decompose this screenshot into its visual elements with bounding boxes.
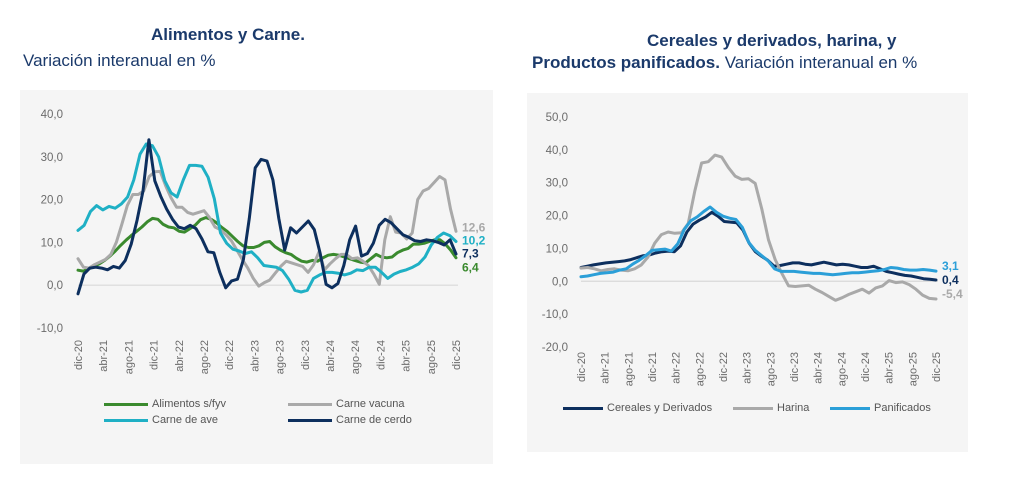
- left-chart-subtitle: Variación interanual en %: [23, 51, 216, 70]
- left-chart-title: Alimentos y Carne.: [151, 25, 305, 44]
- legend-swatch: [104, 402, 148, 406]
- x-tick-label: ago-24: [350, 340, 362, 374]
- x-tick-label: dic-25: [451, 340, 463, 370]
- x-tick-label: dic-23: [300, 340, 312, 370]
- y-tick-label: -10,0: [542, 309, 568, 321]
- series-line-panificados: [579, 205, 938, 279]
- end-value-label: 7,3: [462, 247, 479, 261]
- legend-swatch: [288, 402, 332, 406]
- legend-swatch: [288, 418, 332, 422]
- x-tick-label: dic-25: [931, 352, 943, 382]
- legend-label: Carne vacuna: [336, 398, 405, 410]
- legend-label: Carne de ave: [152, 414, 219, 426]
- x-tick-label: abr-24: [325, 340, 337, 372]
- legend-item-carne-vacuna: Carne vacuna: [288, 398, 405, 410]
- legend-label: Carne de cerdo: [336, 414, 412, 426]
- x-tick-label: ago-24: [836, 352, 848, 386]
- y-tick-label: 20,0: [41, 195, 63, 207]
- x-tick-label: dic-20: [73, 340, 85, 370]
- series-line-harina: [579, 153, 938, 302]
- y-tick-label: 10,0: [41, 237, 63, 249]
- x-tick-label: dic-24: [860, 352, 872, 382]
- end-value-label: 6,4: [462, 261, 479, 275]
- x-tick-label: abr-21: [98, 340, 110, 372]
- y-tick-label: 0,0: [47, 280, 63, 292]
- end-value-label: 10,2: [462, 234, 486, 248]
- legend-label: Cereales y Derivados: [607, 402, 713, 414]
- legend-item-cereales: Cereales y Derivados: [563, 402, 712, 414]
- x-tick-label: ago-25: [907, 352, 919, 386]
- y-tick-label: 30,0: [546, 178, 568, 190]
- x-tick-label: ago-22: [199, 340, 211, 374]
- y-tick-label: 30,0: [41, 152, 63, 164]
- series-line-alimentos-s-fyv: [76, 216, 458, 273]
- y-tick-label: 40,0: [41, 109, 63, 121]
- x-tick-label: dic-23: [789, 352, 801, 382]
- x-tick-label: abr-23: [249, 340, 261, 372]
- legend-swatch: [733, 406, 773, 410]
- x-tick-label: abr-21: [600, 352, 612, 384]
- legend-label: Alimentos s/fyv: [152, 398, 226, 410]
- x-tick-label: dic-24: [375, 340, 387, 370]
- x-tick-label: abr-22: [671, 352, 683, 384]
- legend-item-alimentos: Alimentos s/fyv: [104, 398, 226, 410]
- end-value-label: 12,6: [462, 221, 486, 235]
- y-tick-label: 10,0: [546, 243, 568, 255]
- x-tick-label: ago-21: [123, 340, 135, 374]
- legend-item-carne-cerdo: Carne de cerdo: [288, 414, 412, 426]
- end-value-label: -5,4: [942, 287, 963, 301]
- end-value-label: 0,4: [942, 273, 959, 287]
- x-tick-label: dic-22: [718, 352, 730, 382]
- end-value-label: 3,1: [942, 259, 959, 273]
- x-tick-label: abr-25: [884, 352, 896, 384]
- x-tick-label: dic-22: [224, 340, 236, 370]
- y-tick-label: 40,0: [546, 145, 568, 157]
- x-tick-label: dic-21: [149, 340, 161, 370]
- x-tick-label: abr-25: [401, 340, 413, 372]
- right-chart-title-line1: Cereales y derivados, harina, y: [647, 31, 897, 50]
- right-chart-title-bold: Productos panificados.: [532, 53, 720, 72]
- y-tick-label: 50,0: [546, 112, 568, 124]
- legend-swatch: [104, 418, 148, 422]
- x-tick-label: abr-22: [174, 340, 186, 372]
- x-tick-label: abr-24: [813, 352, 825, 384]
- legend-label: Harina: [777, 402, 810, 414]
- x-tick-label: dic-21: [647, 352, 659, 382]
- y-tick-label: 20,0: [546, 211, 568, 223]
- legend-label: Panificados: [874, 402, 931, 414]
- legend-item-panificados: Panificados: [830, 402, 931, 414]
- legend-swatch: [563, 406, 603, 410]
- x-tick-label: dic-20: [576, 352, 588, 382]
- left-chart-panel: [20, 90, 493, 464]
- series-line-carne-de-ave: [76, 142, 458, 294]
- right-chart-title-line2: Productos panificados. Variación interan…: [532, 53, 917, 73]
- y-tick-label: 0,0: [552, 276, 568, 288]
- x-tick-label: ago-25: [426, 340, 438, 374]
- x-tick-label: ago-23: [275, 340, 287, 374]
- x-tick-label: ago-23: [765, 352, 777, 386]
- legend-swatch: [830, 406, 870, 410]
- x-tick-label: ago-21: [623, 352, 635, 386]
- x-tick-label: abr-23: [742, 352, 754, 384]
- series-line-carne-de-cerdo: [76, 138, 458, 296]
- legend-item-carne-ave: Carne de ave: [104, 414, 218, 426]
- right-chart-title-regular: Variación interanual en %: [724, 53, 918, 72]
- x-tick-label: ago-22: [694, 352, 706, 386]
- legend-item-harina: Harina: [733, 402, 809, 414]
- y-tick-label: -20,0: [542, 342, 568, 354]
- y-tick-label: -10,0: [37, 323, 63, 335]
